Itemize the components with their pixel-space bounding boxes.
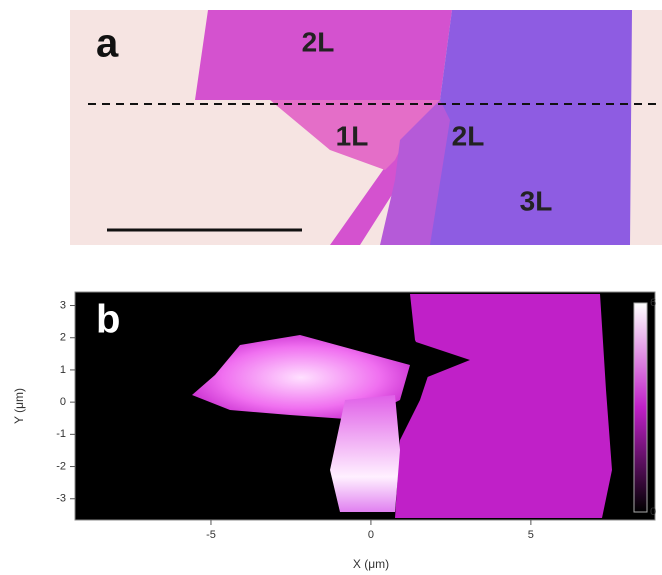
x-tick-label: 5 xyxy=(528,529,534,541)
colorbar xyxy=(633,302,648,513)
flake-2l-right xyxy=(380,100,450,245)
map-region xyxy=(330,395,400,512)
panel-label: b xyxy=(96,298,120,342)
x-tick-label: 0 xyxy=(368,529,374,541)
map-image xyxy=(74,291,656,521)
plot-frame xyxy=(74,291,656,521)
y-tick-label: 0 xyxy=(60,396,66,408)
y-tick-label: 3 xyxy=(60,299,66,311)
flake-3l xyxy=(400,10,632,245)
optical-image xyxy=(70,10,662,245)
y-tick-label: -2 xyxy=(56,460,66,472)
flake-1l xyxy=(270,100,440,170)
x-tick-label: -5 xyxy=(206,529,216,541)
x-axis-label: X (μm) xyxy=(353,557,389,571)
region-label: 1L xyxy=(336,120,369,151)
panel-label: a xyxy=(96,22,119,66)
y-axis-label: Y (μm) xyxy=(12,388,26,424)
region-label: 2L xyxy=(452,120,485,151)
y-tick-label: 1 xyxy=(60,364,66,376)
y-tick-label: -1 xyxy=(56,428,66,440)
region-label: 3L xyxy=(520,185,553,216)
y-tick-label: 2 xyxy=(60,332,66,344)
colorbar-tick-label: 0 xyxy=(650,506,656,518)
map-region xyxy=(192,335,410,420)
map-region xyxy=(395,294,612,518)
region-label: 2L xyxy=(302,26,335,57)
colorbar-tick-label: 6 xyxy=(650,297,656,309)
map-region xyxy=(410,340,470,380)
y-tick-label: -3 xyxy=(56,493,66,505)
